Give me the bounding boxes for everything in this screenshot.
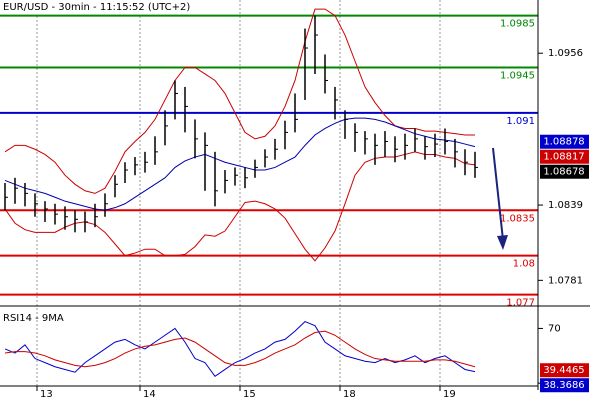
y-tick-label: 1.0956	[548, 48, 583, 59]
chart-title: EUR/USD - 30min - 11:15:52 (UTC+2)	[3, 2, 190, 13]
level-label: 1.08	[513, 259, 535, 270]
overlay-line	[4, 117, 476, 211]
price-box	[540, 134, 589, 149]
level-label: 1.0835	[500, 213, 535, 224]
price-box-label: 39.4465	[543, 365, 584, 376]
price-box-label: 38.3686	[543, 380, 584, 391]
price-box	[540, 378, 589, 393]
price-box-label: 1.08678	[543, 167, 584, 178]
price-box	[540, 149, 589, 164]
y-tick-label: 1.0839	[548, 200, 583, 211]
forecast-arrow-head	[497, 235, 508, 250]
rsi-line	[4, 320, 476, 378]
rsi-line	[4, 330, 476, 368]
level-label: 1.091	[506, 116, 535, 127]
x-tick-label: 15	[243, 389, 256, 400]
x-tick-label: 14	[143, 389, 156, 400]
price-box	[540, 164, 589, 179]
y-tick-label: 1.0781	[548, 275, 583, 286]
level-label: 1.0945	[500, 70, 535, 81]
level-label: 1.077	[506, 298, 535, 309]
price-box-label: 1.08817	[543, 152, 584, 163]
level-label: 1.0985	[500, 19, 535, 30]
x-tick-label: 18	[343, 389, 356, 400]
title-bg	[0, 0, 178, 14]
forecast-arrow	[492, 147, 504, 241]
x-tick-label: 13	[40, 389, 53, 400]
x-tick-label: 19	[443, 389, 456, 400]
rsi-title: RSI14 - 9MA	[3, 313, 64, 324]
y-tick-label: 70	[548, 323, 561, 334]
overlay-line	[4, 151, 476, 262]
price-box	[540, 363, 589, 378]
price-box-label: 1.08878	[543, 137, 584, 148]
